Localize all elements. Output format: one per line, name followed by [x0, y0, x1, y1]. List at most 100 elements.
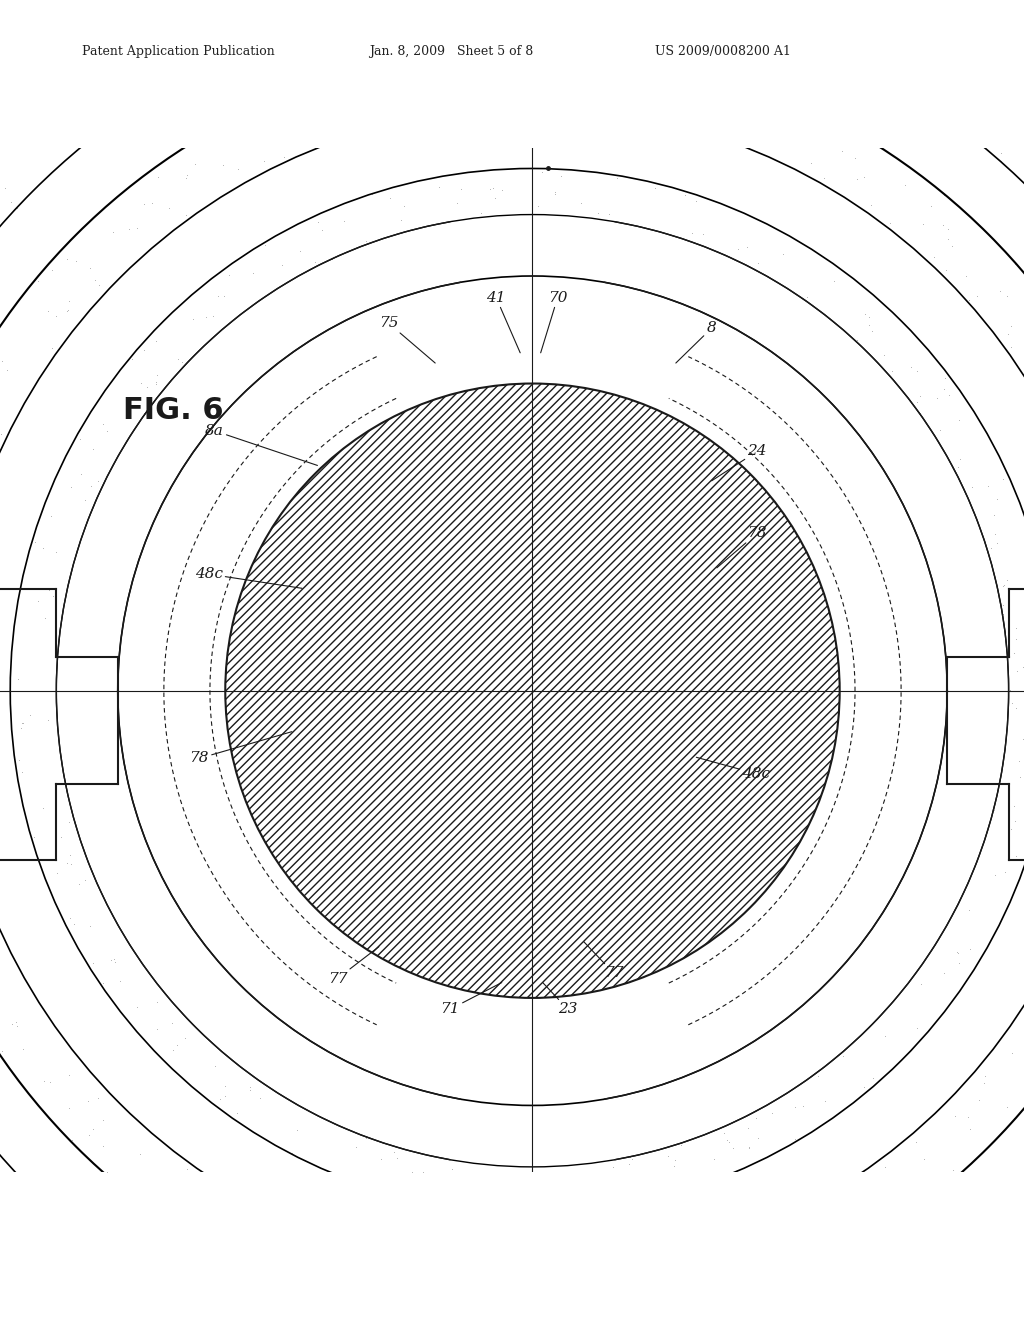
Point	[760, 7, 776, 28]
Point	[994, 595, 1011, 616]
Point	[856, 51, 872, 73]
Point	[1004, 337, 1020, 358]
Point	[30, 271, 46, 292]
Point	[856, 166, 872, 187]
Point	[911, 385, 928, 407]
Text: 23: 23	[543, 982, 578, 1016]
Point	[325, 1287, 341, 1308]
Point	[910, 70, 927, 91]
Point	[991, 1237, 1008, 1258]
Point	[14, 713, 31, 734]
Point	[156, 54, 172, 75]
Point	[659, 1146, 676, 1167]
Point	[35, 797, 51, 818]
Point	[862, 1316, 879, 1320]
Point	[164, 1012, 180, 1034]
Point	[245, 28, 261, 49]
Text: 48c: 48c	[195, 568, 302, 589]
Point	[537, 40, 553, 61]
Point	[912, 403, 929, 424]
Point	[582, 1317, 598, 1320]
Point	[256, 150, 272, 172]
Point	[698, 1267, 715, 1288]
Point	[47, 541, 63, 562]
Point	[98, 1162, 115, 1183]
Point	[629, 48, 645, 69]
Point	[487, 62, 504, 83]
Point	[292, 240, 308, 261]
Point	[22, 705, 38, 726]
Point	[786, 1129, 803, 1150]
Point	[849, 168, 865, 189]
Point	[714, 69, 730, 90]
Point	[311, 1238, 328, 1259]
Point	[950, 952, 967, 973]
Point	[647, 1259, 664, 1280]
Point	[927, 77, 943, 98]
Text: 75: 75	[379, 317, 435, 363]
Point	[316, 1245, 333, 1266]
Point	[318, 1233, 335, 1254]
Point	[995, 603, 1012, 624]
Point	[976, 1072, 992, 1093]
Point	[36, 1071, 52, 1092]
Point	[716, 1246, 732, 1267]
Point	[856, 304, 872, 325]
Point	[1013, 127, 1024, 148]
Point	[733, 1226, 750, 1247]
Point	[756, 104, 772, 125]
Point	[725, 1138, 741, 1159]
Point	[997, 861, 1014, 882]
Point	[414, 90, 430, 111]
Point	[205, 305, 221, 326]
Point	[849, 330, 865, 351]
Point	[373, 1148, 389, 1170]
Point	[741, 1138, 758, 1159]
Point	[79, 69, 95, 90]
Point	[934, 1171, 950, 1192]
Point	[535, 161, 551, 182]
Text: 24: 24	[712, 445, 767, 480]
Point	[41, 579, 57, 601]
Point	[49, 862, 66, 883]
Point	[2, 668, 18, 689]
Point	[986, 1288, 1002, 1309]
Point	[3, 191, 19, 213]
Point	[144, 1181, 161, 1203]
Point	[878, 1156, 894, 1177]
Point	[187, 1183, 204, 1204]
Point	[229, 158, 246, 180]
Point	[646, 178, 663, 199]
Point	[995, 574, 1012, 595]
Point	[684, 222, 700, 243]
Point	[565, 1283, 582, 1304]
Point	[135, 339, 152, 360]
Point	[835, 1045, 851, 1067]
Point	[940, 228, 956, 249]
Point	[203, 1170, 219, 1191]
Point	[12, 718, 29, 739]
Point	[43, 506, 59, 527]
Point	[179, 1158, 196, 1179]
Point	[476, 59, 493, 81]
Point	[431, 177, 447, 198]
Point	[45, 585, 61, 606]
Point	[428, 1187, 444, 1208]
Point	[182, 33, 199, 54]
Point	[688, 191, 705, 213]
Point	[170, 348, 186, 370]
Point	[112, 970, 128, 991]
Point	[700, 1259, 717, 1280]
Point	[82, 475, 98, 496]
Point	[256, 234, 272, 255]
Point	[748, 1107, 764, 1129]
Point	[330, 125, 346, 147]
Point	[291, 99, 307, 120]
Point	[982, 120, 998, 141]
Point	[30, 590, 46, 611]
Point	[0, 1040, 10, 1061]
Point	[259, 102, 275, 123]
Point	[7, 1164, 24, 1185]
Point	[232, 1222, 249, 1243]
Point	[722, 115, 738, 136]
